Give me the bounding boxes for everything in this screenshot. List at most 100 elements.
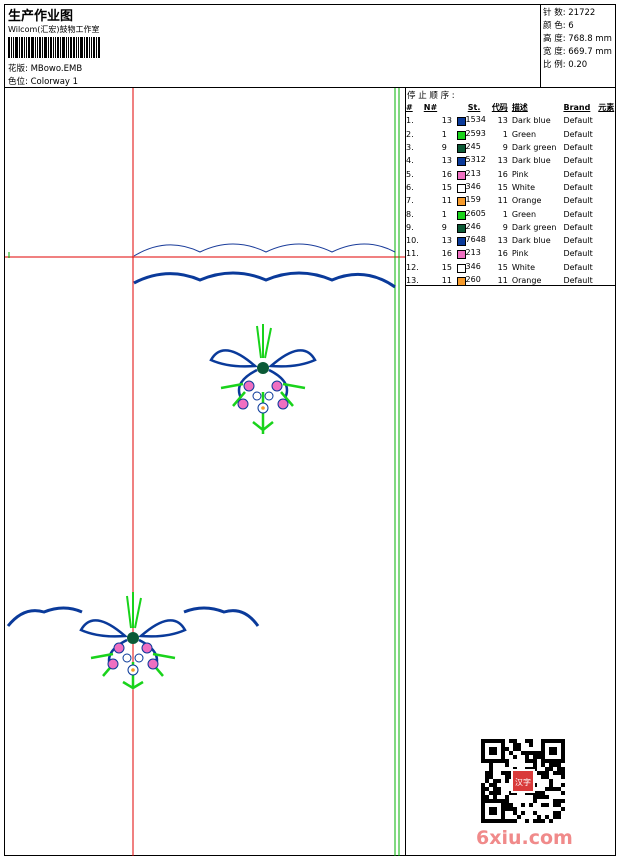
barcode-bar: [80, 37, 83, 58]
qr-module: [557, 787, 561, 791]
qr-module: [537, 751, 541, 755]
legend-brand: Default: [563, 196, 593, 206]
col-header-index: #: [406, 103, 413, 113]
qr-module: [525, 751, 529, 755]
table-header-row: # N# St. 代码 描述 Brand 元素: [406, 101, 620, 114]
barcode-bar: [98, 37, 100, 58]
barcode-bar: [48, 37, 49, 58]
barcode-bar: [66, 37, 67, 58]
legend-brand: Default: [563, 222, 593, 232]
legend-stitch-count: 346: [465, 261, 481, 271]
legend-code: 13: [497, 236, 508, 246]
qr-module: [557, 799, 561, 803]
qr-module: [541, 775, 545, 779]
qr-module: [505, 819, 509, 823]
qr-module: [481, 787, 485, 791]
qr-module: [513, 743, 517, 747]
legend-code: 9: [502, 222, 508, 232]
legend-needle: 9: [441, 143, 447, 153]
qr-module: [517, 743, 521, 747]
qr-module: [513, 811, 517, 815]
qr-module: [545, 787, 549, 791]
legend-description: Dark blue: [511, 156, 551, 166]
legend-stitches: 2593: [456, 128, 486, 141]
legend-code: 15: [497, 262, 508, 272]
qr-module: [561, 799, 565, 803]
qr-module: [553, 771, 557, 775]
qr-module: [545, 775, 549, 779]
barcode-bar: [84, 37, 85, 58]
qr-module: [497, 787, 501, 791]
qr-module: [529, 803, 533, 807]
qr-module: [489, 783, 493, 787]
legend-code: 16: [497, 169, 508, 179]
qr-module: [489, 775, 493, 779]
legend-brand: Default: [563, 209, 593, 219]
qr-module: [561, 791, 565, 795]
color-swatch: [456, 263, 466, 273]
col-header-code: 代码: [491, 103, 508, 113]
barcode-bar: [57, 37, 59, 58]
qr-module: [533, 759, 537, 763]
barcode-bar: [31, 37, 34, 58]
qr-module: [521, 803, 525, 807]
legend-needle: 9: [441, 222, 447, 232]
legend-needle: 15: [441, 262, 452, 272]
legend-needle: 1: [441, 129, 447, 139]
barcode-bar: [42, 37, 43, 58]
legend-brand: Default: [563, 262, 593, 272]
barcode-bar: [8, 37, 10, 58]
color-swatch: [456, 157, 466, 167]
legend-stitch-count: 213: [465, 168, 481, 178]
qr-module: [541, 803, 545, 807]
qr-module: [545, 767, 549, 771]
barcode-bar: [28, 37, 30, 58]
bouquet-motif-upper: [209, 324, 317, 434]
legend-index: 6.: [406, 182, 414, 192]
legend-row: 12. 15 346 15 White Default: [406, 261, 620, 274]
legend-code: 15: [497, 182, 508, 192]
legend-index: 1.: [406, 116, 414, 126]
scallop-lower-left: [6, 606, 83, 627]
legend-row: 6. 15 346 15 White Default: [406, 181, 620, 194]
legend-needle: 13: [441, 156, 452, 166]
qr-module: [513, 819, 517, 823]
legend-code: 13: [497, 156, 508, 166]
qr-module: [489, 771, 493, 775]
qr-module: [557, 763, 561, 767]
legend-stitches: 245: [456, 141, 481, 154]
qr-module: [557, 803, 561, 807]
legend-code: 1: [502, 209, 508, 219]
barcode-bar: [50, 37, 52, 58]
legend-row: 5. 16 213 16 Pink Default: [406, 167, 620, 180]
stat-height: 高 度: 768.8 mm: [543, 34, 612, 44]
header-stats-panel: [540, 4, 616, 88]
qr-module: [497, 791, 501, 795]
color-swatch: [456, 223, 466, 233]
qr-module: [537, 815, 541, 819]
legend-stitch-count: 159: [465, 195, 481, 205]
qr-module: [529, 739, 533, 743]
legend-description: White: [511, 262, 536, 272]
color-swatch: [456, 277, 466, 286]
barcode-bar: [13, 37, 14, 58]
color-swatch: [456, 183, 466, 193]
legend-description: Green: [511, 129, 537, 139]
legend-index: 13.: [406, 276, 419, 285]
qr-module: [509, 751, 513, 755]
qr-module: [497, 779, 501, 783]
legend-needle: 13: [441, 236, 452, 246]
qr-module: [537, 795, 541, 799]
legend-index: 11.: [406, 249, 419, 259]
qr-module: [525, 819, 529, 823]
legend-index: 4.: [406, 156, 414, 166]
barcode: [8, 37, 116, 58]
barcode-bar: [73, 37, 75, 58]
qr-module: [561, 775, 565, 779]
qr-module: [493, 783, 497, 787]
qr-module: [489, 807, 497, 815]
design-filename: 花版: MBowo.EMB: [8, 64, 83, 74]
legend-stitches: 246: [456, 221, 481, 234]
legend-brand: Default: [563, 249, 593, 259]
